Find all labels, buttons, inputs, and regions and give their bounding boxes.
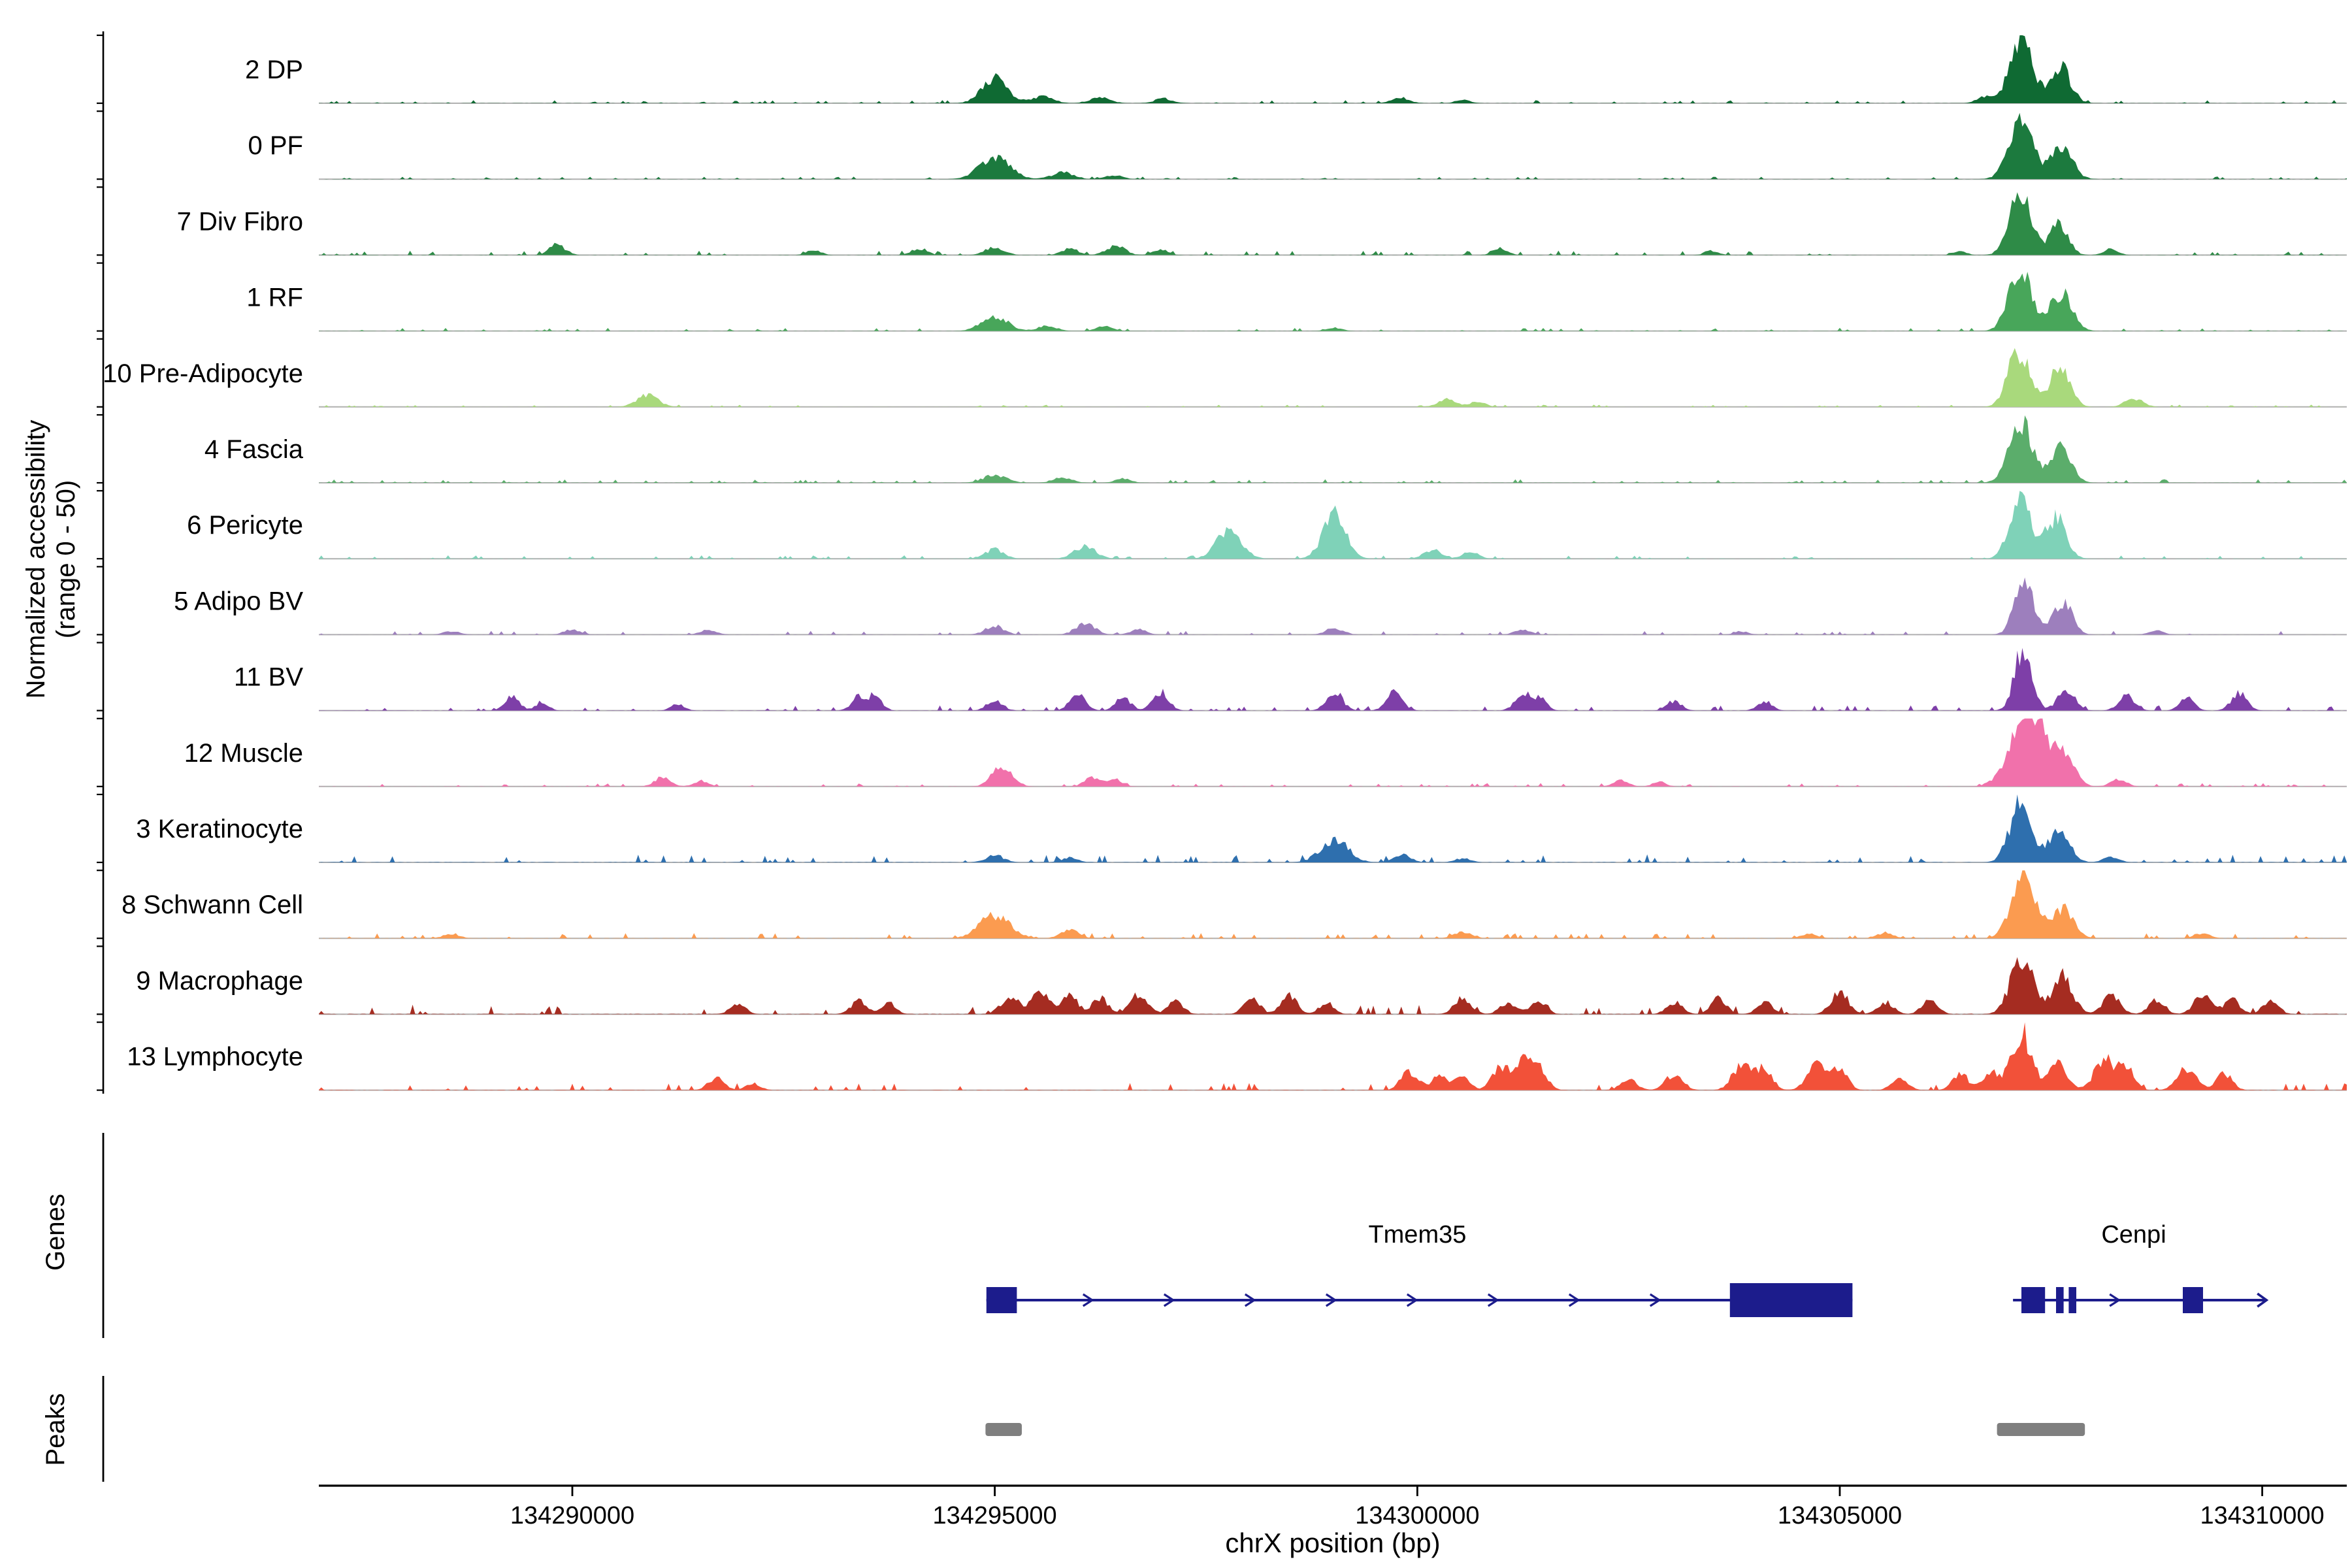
gene-exon xyxy=(2021,1287,2046,1313)
track-signal-7-div-fibro xyxy=(319,192,2347,255)
track-signal-11-bv xyxy=(319,647,2347,711)
track-signal-1-rf xyxy=(319,272,2347,331)
gene-exon xyxy=(2056,1287,2064,1313)
track-label: 9 Macrophage xyxy=(136,966,303,995)
track-label: 1 RF xyxy=(246,284,303,312)
gene-direction-arrow xyxy=(1325,1293,1337,1307)
track-label: 10 Pre-Adipocyte xyxy=(103,359,303,388)
track-label: 0 PF xyxy=(248,131,303,160)
track-label: 7 Div Fibro xyxy=(177,207,303,236)
gene-exon xyxy=(1729,1283,1853,1317)
gene-exon xyxy=(2068,1287,2076,1313)
x-axis-tick-label: 134310000 xyxy=(2200,1502,2324,1529)
track-signal-3-keratinocyte xyxy=(319,794,2347,862)
track-signal-5-adipo-bv xyxy=(319,577,2347,635)
track-label: 5 Adipo BV xyxy=(174,587,303,615)
track-label: 13 Lymphocyte xyxy=(127,1043,303,1071)
track-signal-0-pf xyxy=(319,112,2347,180)
gene-direction-arrow xyxy=(1163,1293,1175,1307)
track-label: 3 Keratinocyte xyxy=(136,815,303,843)
track-label: 11 BV xyxy=(234,663,303,692)
gene-exon xyxy=(986,1287,1017,1313)
gene-direction-arrow xyxy=(1244,1293,1256,1307)
track-label: 2 DP xyxy=(245,56,303,84)
x-axis-tick-label: 134290000 xyxy=(510,1502,634,1529)
peak-region xyxy=(1997,1423,2085,1436)
gene-direction-arrow xyxy=(1406,1293,1418,1307)
gene-label: Tmem35 xyxy=(1368,1221,1466,1249)
track-label: 12 Muscle xyxy=(184,739,303,768)
gene-direction-arrow xyxy=(1487,1293,1499,1307)
x-axis-title: chrX position (bp) xyxy=(1225,1529,1441,1559)
gene-direction-arrow xyxy=(2109,1293,2121,1307)
track-signal-10-pre-adipocyte xyxy=(319,348,2347,407)
track-label: 8 Schwann Cell xyxy=(122,890,303,919)
gene-end-arrow xyxy=(2257,1292,2269,1308)
track-signal-6-pericyte xyxy=(319,491,2347,559)
gene-label: Cenpi xyxy=(2101,1221,2166,1249)
peak-region xyxy=(985,1423,1022,1436)
track-signal-12-muscle xyxy=(319,718,2347,787)
track-signal-4-fascia xyxy=(319,415,2347,483)
x-axis-tick-label: 134305000 xyxy=(1778,1502,1902,1529)
track-label: 4 Fascia xyxy=(204,435,304,464)
track-signal-13-lymphocyte xyxy=(319,1022,2347,1090)
gene-direction-arrow xyxy=(1082,1293,1094,1307)
track-signal-9-macrophage xyxy=(319,957,2347,1015)
x-axis-tick-label: 134300000 xyxy=(1355,1502,1479,1529)
track-label: 6 Pericyte xyxy=(187,511,303,540)
gene-direction-arrow xyxy=(1568,1293,1580,1307)
track-signal-2-dp xyxy=(319,35,2347,103)
gene-exon xyxy=(2183,1287,2203,1313)
x-axis-tick-label: 134295000 xyxy=(932,1502,1056,1529)
track-signal-8-schwann-cell xyxy=(319,870,2347,939)
gene-direction-arrow xyxy=(1649,1293,1661,1307)
y-axis-label: Normalized accessibility (range 0 - 50) xyxy=(22,419,81,699)
peaks-section-label: Peaks xyxy=(42,1393,71,1466)
